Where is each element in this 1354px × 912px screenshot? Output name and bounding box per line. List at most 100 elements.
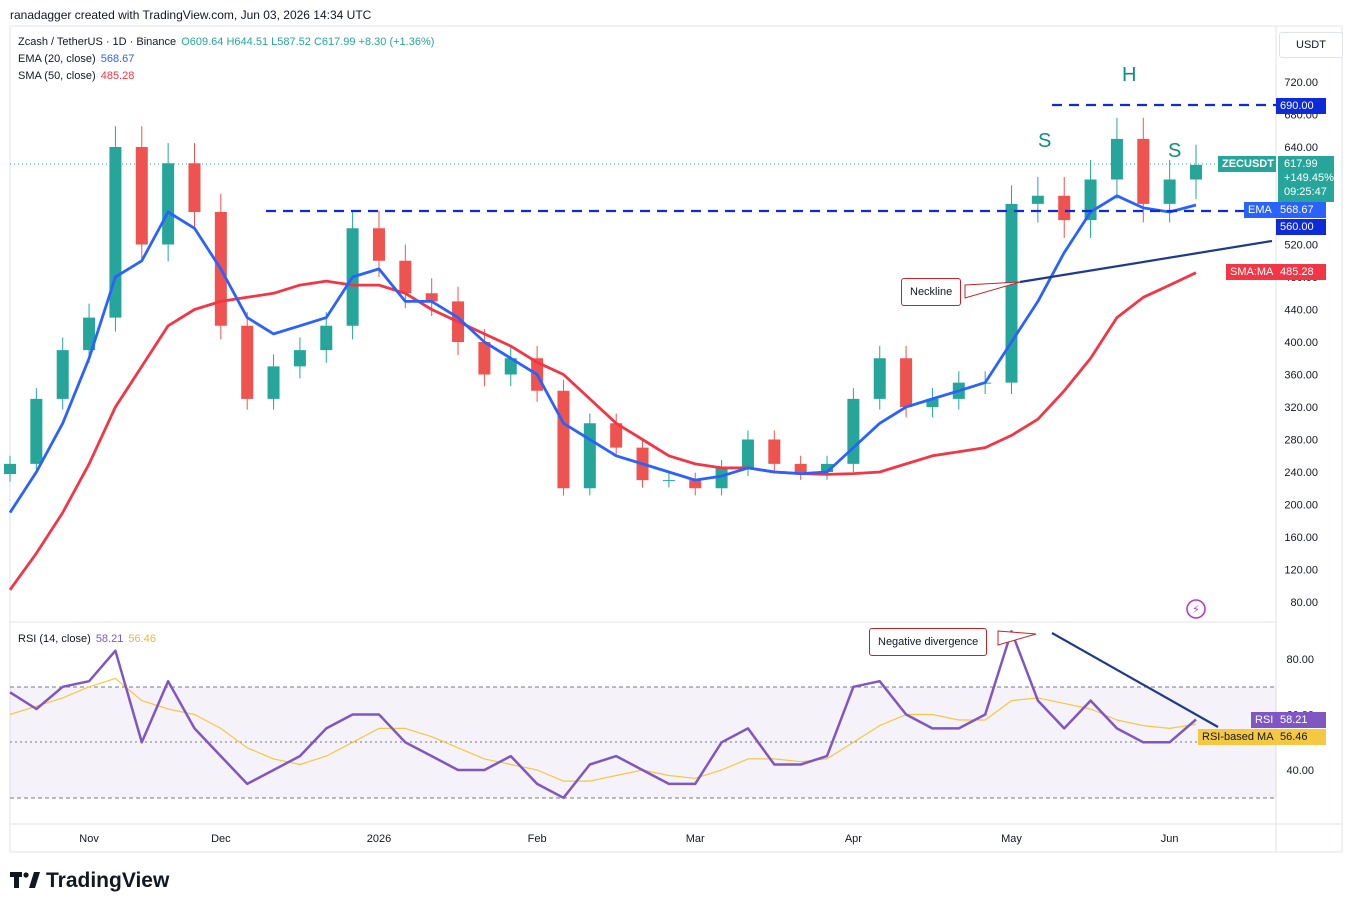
legend-ema-label: EMA (20, close) [18,53,96,65]
candle-body [1190,164,1202,180]
replay-icon-glyph: ⚡ [1192,603,1200,616]
price-axis-label: 80.00 [1290,597,1318,609]
resistance-price-tag: 690.00 [1276,98,1326,114]
candle-body [662,480,675,482]
time-axis-label: 2026 [367,833,391,845]
candle-body [56,350,69,399]
time-axis-label: May [1001,833,1022,845]
time-axis-label: Mar [686,833,705,845]
legend-symbol-row: Zcash / TetherUS · 1D · Binance O609.64 … [18,36,434,48]
neckline-callout-pointer [964,281,1021,299]
chart-header: ranadagger created with TradingView.com,… [10,8,372,22]
candle-body [1163,179,1176,204]
rsi-layer [9,630,1197,800]
rsi-ma-value-tag: 56.46 [1276,729,1326,745]
candle-body [293,350,306,367]
candle-body [768,439,781,464]
sma-price-tag: 485.28 [1276,264,1326,280]
legend-rsi-value: 58.21 [95,633,124,645]
rsi-ma-line [9,677,1197,782]
legend-symbol[interactable]: Zcash / TetherUS · 1D · Binance [18,36,177,48]
candle-body [873,358,886,399]
candle-body [241,325,254,399]
candles-layer [4,117,1202,496]
price-axis-label: 280.00 [1284,435,1318,447]
tradingview-logo-text: TradingView [46,869,170,892]
ema-20-line [8,194,1197,514]
candle-countdown: 09:25:47 [1284,186,1327,198]
candle-body [847,398,860,464]
chart-frame [9,25,1343,853]
neckline-callout[interactable]: Neckline [901,278,962,306]
candle-body [1031,195,1044,204]
current-price-tag: ZECUSDT 617.99 +149.45% 09:25:47 [1218,156,1340,202]
candle-body [478,342,491,375]
current-price-change: +149.45% [1284,172,1334,184]
head-label[interactable]: H [1122,64,1137,86]
legend-rsi-label: RSI (14, close) [18,633,91,645]
ema-price-tag: 568.67 [1276,202,1326,218]
candle-body [583,423,596,489]
divergence-callout-pointer [997,630,1037,646]
rsi-line [9,630,1197,800]
sma-name-tag: SMA:MA [1226,264,1276,280]
time-axis-label: Apr [845,833,862,845]
time-axis-label: Dec [211,833,231,845]
rsi-ma-name-tag: RSI-based MA [1198,729,1276,745]
price-axis-label: 160.00 [1284,532,1318,544]
candle-body [557,390,570,489]
time-axis-label: Feb [528,833,547,845]
legend-ema-value: 568.67 [100,53,135,65]
candle-body [162,163,175,245]
time-axis-label: Nov [79,833,99,845]
legend-ohlc: O609.64 H644.51 L587.52 C617.99 +8.30 (+… [181,36,435,48]
price-axis-label: 360.00 [1284,370,1318,382]
price-axis-label: 200.00 [1284,500,1318,512]
right-shoulder-label[interactable]: S [1168,140,1182,162]
current-price-value: 617.99 [1284,158,1318,170]
candle-body [794,463,807,472]
price-axis-label: 240.00 [1284,467,1318,479]
tradingview-logo-icon [10,868,40,894]
price-axis-label: 440.00 [1284,305,1318,317]
legend-sma-label: SMA (50, close) [18,70,96,82]
legend-ema-row[interactable]: EMA (20, close) 568.67 [18,53,134,65]
candle-body [372,228,385,261]
price-axis-label: 400.00 [1284,337,1318,349]
rsi-axis-label: 80.00 [1286,654,1314,666]
candle-body [1058,195,1071,221]
price-axis-label: 720.00 [1284,77,1318,89]
price-axis-label: 120.00 [1284,565,1318,577]
candle-body [900,358,913,407]
support-price-tag: 560.00 [1276,219,1326,235]
time-axis-label: Jun [1161,833,1179,845]
candle-body [715,467,728,489]
price-axis-label: 320.00 [1284,402,1318,414]
rsi-value-tag: 58.21 [1276,712,1326,728]
price-axis-label: 520.00 [1284,240,1318,252]
candle-body [610,423,623,448]
candle-body [188,163,201,212]
legend-sma-row[interactable]: SMA (50, close) 485.28 [18,70,134,82]
candle-body [689,480,702,489]
legend-rsi-row[interactable]: RSI (14, close) 58.21 56.46 [18,633,156,645]
candle-body [399,260,412,294]
indicator-lines-layer [8,194,1197,591]
rsi-axis-label: 40.00 [1286,765,1314,777]
currency-button[interactable]: USDT [1279,32,1343,58]
divergence-callout[interactable]: Negative divergence [869,628,988,656]
replay-icon[interactable] [1186,599,1206,619]
candle-body [926,398,939,407]
left-shoulder-label[interactable]: S [1038,130,1052,152]
candle-body [4,463,16,475]
tradingview-logo[interactable]: TradingView [10,868,169,894]
candle-body [1137,138,1150,204]
candle-body [821,463,834,472]
candle-body [320,325,333,351]
price-axis-label: 640.00 [1284,142,1318,154]
candle-body [267,366,280,399]
candle-body [135,147,148,245]
candle-body [741,439,754,468]
legend-sma-value: 485.28 [100,70,135,82]
